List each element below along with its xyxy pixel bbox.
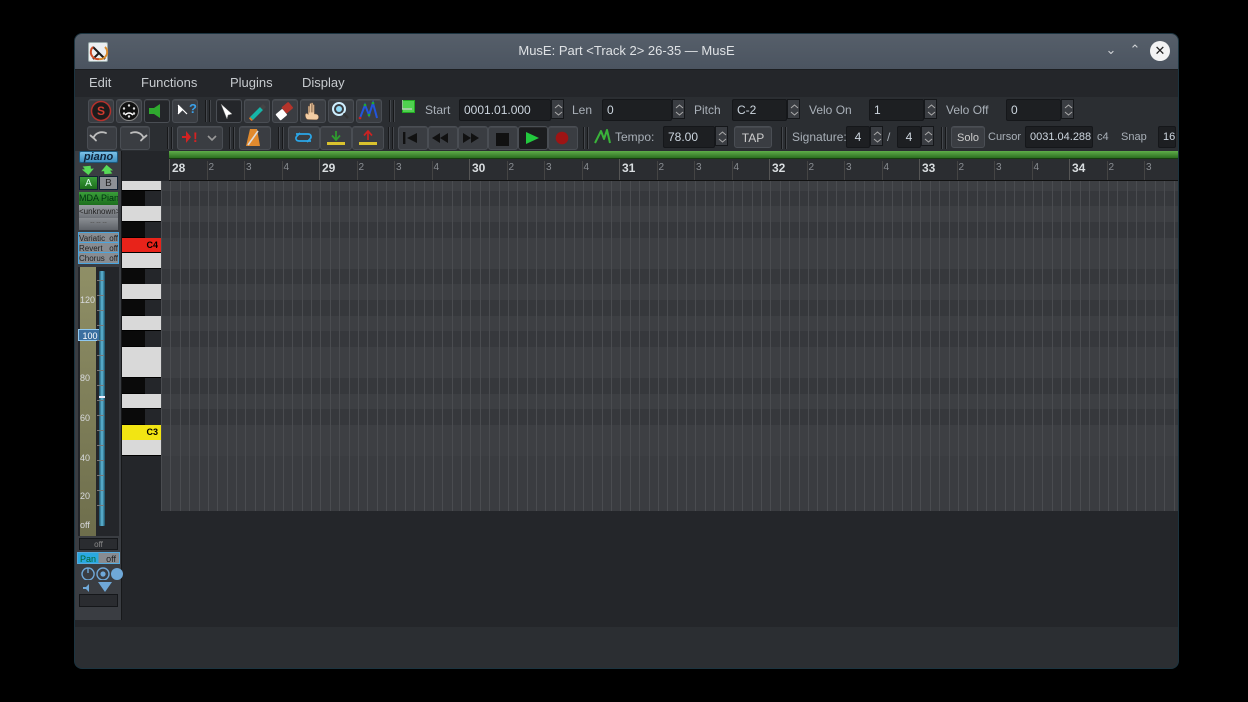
svg-text:?: ? <box>189 101 197 116</box>
svg-text:!: ! <box>193 129 198 145</box>
svg-text:S: S <box>97 104 105 118</box>
